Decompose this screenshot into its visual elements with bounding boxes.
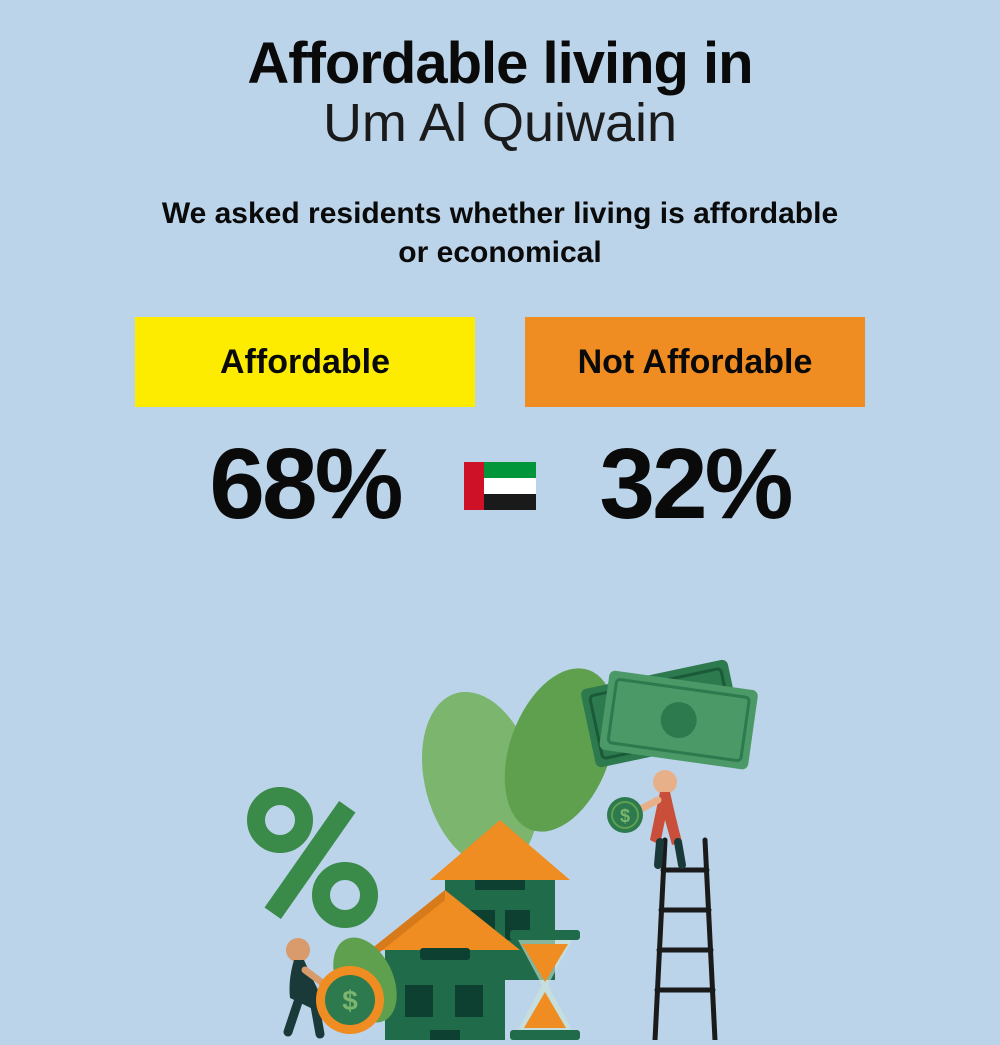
flag-horizontal-stripes [484, 462, 536, 510]
affordable-label: Affordable [135, 317, 475, 407]
affordable-value: 68% [209, 427, 400, 542]
title-bold: Affordable living in [0, 30, 1000, 97]
infographic-container: Affordable living in Um Al Quiwain We as… [0, 0, 1000, 542]
not-affordable-label: Not Affordable [525, 317, 865, 407]
not-affordable-card: Not Affordable 32% [525, 317, 865, 542]
flag-red-stripe [464, 462, 484, 510]
title-location: Um Al Quiwain [0, 92, 1000, 154]
not-affordable-value: 32% [599, 427, 790, 542]
results-row: Affordable 68% Not Affordable 32% [0, 317, 1000, 542]
svg-text:$: $ [620, 806, 630, 826]
uae-flag-icon [464, 462, 536, 510]
subtitle: We asked residents whether living is aff… [150, 194, 850, 272]
svg-text:$: $ [342, 985, 358, 1016]
affordable-card: Affordable 68% [135, 317, 475, 542]
illustration-savings-icon: $ $ [200, 640, 800, 1040]
